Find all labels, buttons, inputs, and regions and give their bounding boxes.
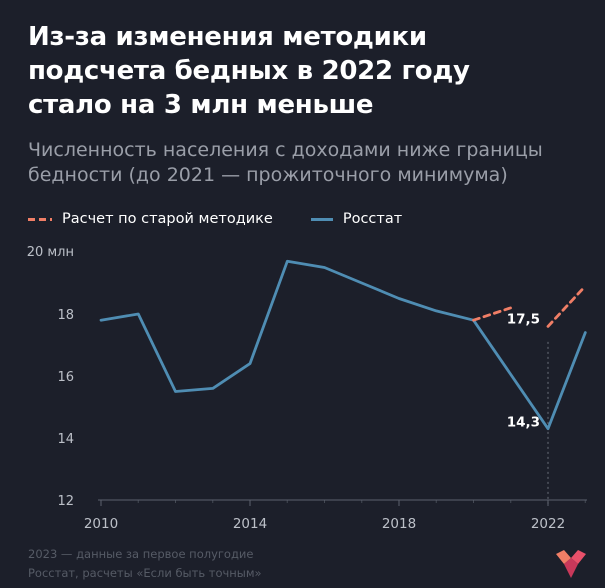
footer-source: Росстат, расчеты «Если быть точным» — [28, 566, 262, 580]
y-tick-label: 12 — [57, 494, 74, 509]
publisher-logo-icon — [556, 550, 586, 578]
chart-title: Из-за изменения методики подсчета бедных… — [28, 20, 588, 122]
data-label: 17,5 — [507, 311, 540, 327]
series-line-old-method — [546, 284, 587, 328]
legend-item-rosstat: Росстат — [310, 211, 403, 227]
series-line-old-method — [472, 306, 513, 322]
y-tick-label: 14 — [57, 432, 74, 447]
series-line-rosstat — [99, 259, 587, 431]
y-tick-label: 16 — [57, 370, 74, 385]
y-tick-label: 18 — [57, 308, 74, 323]
y-tick-label: 20 млн — [27, 245, 74, 260]
legend-label-rosstat: Росстат — [342, 211, 403, 227]
chart-subtitle: Численность населения с доходами ниже гр… — [28, 138, 598, 188]
x-tick-label: 2022 — [531, 516, 565, 532]
x-tick-label: 2014 — [233, 516, 267, 532]
chart-footer: 2023 — данные за первое полугодие Росста… — [28, 545, 262, 583]
subtitle-line: бедности (до 2021 — прожиточного минимум… — [28, 164, 508, 186]
data-label: 14,3 — [507, 415, 540, 431]
legend-swatch-solid — [310, 217, 333, 221]
legend-item-old-method: Расчет по старой методике — [28, 211, 273, 227]
footer-note: 2023 — данные за первое полугодие — [28, 547, 254, 561]
line-chart: 20 млн 18 16 14 12 2010 2014 2018 2022 17,5 14,3 — [27, 245, 587, 532]
x-tick-label: 2018 — [382, 516, 416, 532]
legend: Расчет по старой методике Росстат — [28, 208, 440, 230]
title-line: подсчета бедных в 2022 году — [28, 56, 470, 86]
title-line: Из-за изменения методики — [28, 22, 427, 52]
legend-swatch-dashed — [28, 217, 52, 221]
x-tick-label: 2010 — [84, 516, 118, 532]
legend-label-old-method: Расчет по старой методике — [62, 211, 273, 227]
title-line: стало на 3 млн меньше — [28, 90, 374, 120]
subtitle-line: Численность населения с доходами ниже гр… — [28, 139, 543, 161]
